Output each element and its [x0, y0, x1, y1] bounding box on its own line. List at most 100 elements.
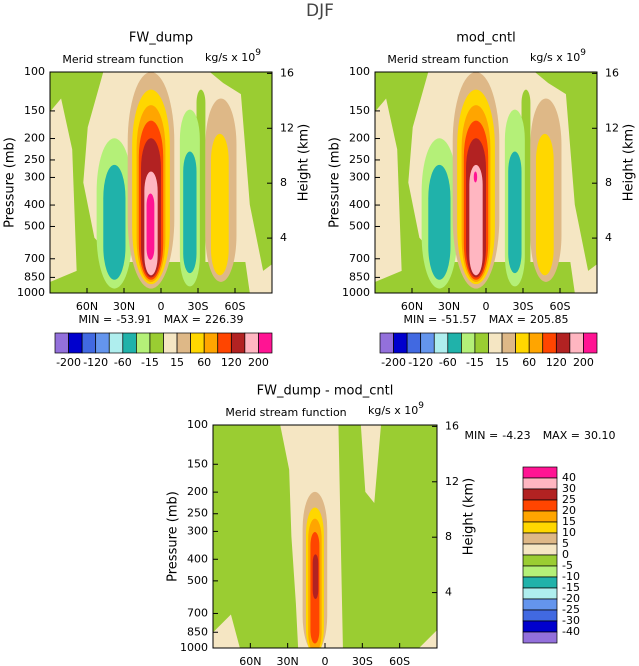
units-exponent: 9 [255, 48, 261, 58]
panel-title: FW_dump - mod_cntl [257, 384, 394, 399]
colorbar-label: 200 [248, 356, 269, 369]
y2-axis-label: Height (km) [622, 124, 637, 201]
colorbar-box [433, 332, 449, 354]
y-tick-label: 700 [187, 606, 208, 619]
colorbar-box [522, 543, 558, 556]
colorbar-label: -60 [439, 356, 457, 369]
colorbar-label: 120 [221, 356, 242, 369]
colorbar-label: -15 [466, 356, 484, 369]
y-tick-label: 850 [24, 270, 45, 283]
y-tick-label: 250 [349, 153, 370, 166]
colorbar-box [461, 332, 476, 354]
contour-region [428, 164, 451, 280]
y2-tick-label: 16 [445, 419, 459, 432]
colorbar-label: -15 [562, 581, 580, 594]
colorbar-label: -120 [83, 356, 108, 369]
y-tick-label: 850 [187, 625, 208, 638]
contour-region [210, 133, 229, 276]
contour-region [103, 164, 126, 280]
x-tick-label: 30N [113, 300, 135, 313]
contour-field [375, 72, 597, 293]
colorbar-label: 0 [562, 548, 569, 561]
contour-region [146, 193, 155, 260]
y-tick-label: 150 [349, 104, 370, 117]
max-label: MAX = [489, 313, 526, 326]
colorbar-label: 15 [495, 356, 509, 369]
contour-region [473, 171, 478, 183]
max-value: 226.39 [205, 313, 244, 326]
colorbar-box [522, 466, 558, 479]
colorbar-label: 30 [562, 482, 576, 495]
colorbar-box [163, 332, 178, 354]
contour-region [213, 425, 299, 648]
colorbar-box [528, 332, 544, 354]
max-value: 205.85 [530, 313, 569, 326]
colorbar-box [542, 332, 557, 354]
colorbar-label: -120 [408, 356, 433, 369]
colorbar-label: 200 [573, 356, 594, 369]
colorbar-box [447, 332, 462, 354]
x-tick-label: 0 [322, 655, 329, 666]
max-label: MAX = [164, 313, 201, 326]
colorbar-label: -200 [381, 356, 406, 369]
contour-region [375, 98, 402, 282]
y-tick-label: 700 [349, 252, 370, 265]
units-exponent: 9 [580, 48, 586, 58]
colorbar-box [555, 332, 571, 354]
colorbar-box [122, 332, 137, 354]
colorbar-box [522, 609, 558, 622]
x-tick-label: 60S [225, 300, 246, 313]
colorbar-box [569, 332, 584, 354]
colorbar-box [203, 332, 219, 354]
contour-field [213, 425, 437, 648]
y-tick-label: 1000 [17, 286, 45, 299]
y-tick-label: 250 [24, 153, 45, 166]
y2-tick-label: 4 [445, 586, 452, 599]
y2-tick-label: 4 [280, 231, 287, 244]
y2-tick-label: 16 [605, 66, 619, 79]
colorbar-box [474, 332, 489, 354]
colorbar-label: -5 [562, 559, 573, 572]
y2-tick-label: 8 [445, 530, 452, 543]
x-tick-label: 60S [389, 655, 410, 666]
contour-layer [213, 425, 437, 648]
colorbar-box [522, 587, 558, 600]
panel-subtitle: Merid stream function [225, 406, 346, 419]
max-label: MAX = [543, 429, 580, 442]
colorbar-label: -20 [562, 592, 580, 605]
y2-tick-label: 12 [605, 121, 619, 134]
min-value: -4.23 [502, 429, 530, 442]
colorbar-label: 10 [562, 526, 576, 539]
y-tick-label: 300 [187, 524, 208, 537]
contour-region [213, 614, 240, 648]
colorbar-label: 120 [546, 356, 567, 369]
x-tick-label: 30N [277, 655, 299, 666]
colorbar-box [217, 332, 232, 354]
colorbar-label: 60 [522, 356, 536, 369]
contour-region [508, 151, 522, 274]
colorbar-box [522, 576, 558, 589]
colorbar-label: -15 [141, 356, 159, 369]
colorbar-box [258, 332, 273, 354]
y2-axis-label: Height (km) [462, 478, 477, 555]
y-tick-label: 400 [24, 198, 45, 211]
colorbar-box [522, 532, 558, 545]
colorbar-label: -10 [562, 570, 580, 583]
colorbar-box [522, 565, 558, 578]
min-value: -53.91 [116, 313, 151, 326]
y-tick-label: 400 [187, 552, 208, 565]
y-tick-label: 150 [187, 457, 208, 470]
colorbar-label: 15 [170, 356, 184, 369]
y-axis-label: Pressure (mb) [166, 491, 181, 582]
y-tick-label: 500 [349, 219, 370, 232]
colorbar-box [522, 521, 558, 534]
colorbar-box [136, 332, 151, 354]
y-tick-label: 850 [349, 270, 370, 283]
y2-tick-label: 12 [280, 121, 294, 134]
colorbar-box [522, 620, 558, 633]
x-tick-label: 30S [513, 300, 534, 313]
colorbar-label: 40 [562, 471, 576, 484]
min-label: MIN = [404, 313, 438, 326]
colorbar-box [522, 598, 558, 611]
